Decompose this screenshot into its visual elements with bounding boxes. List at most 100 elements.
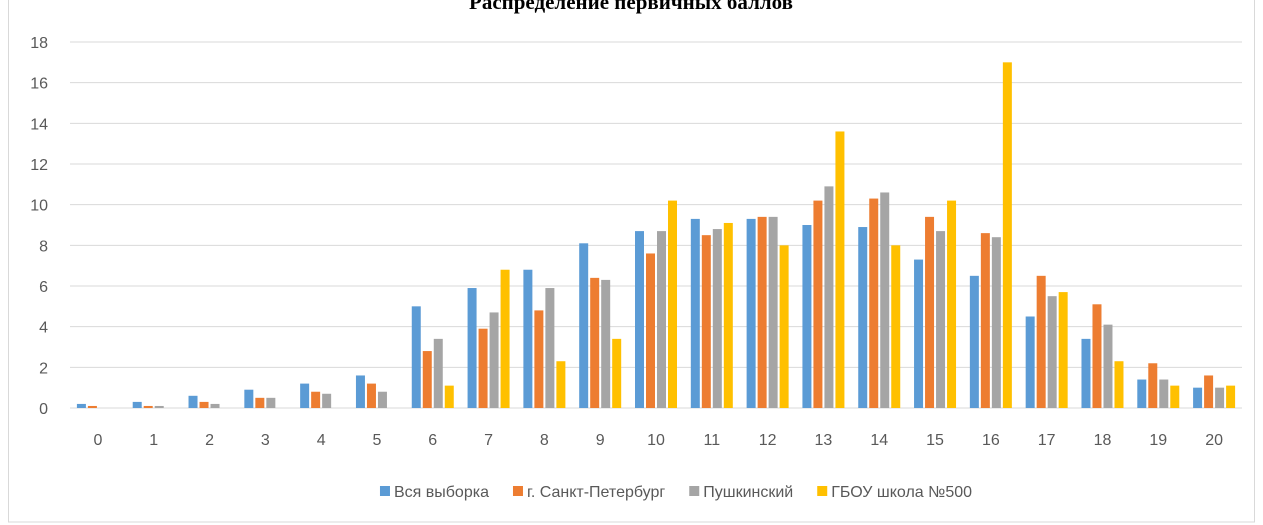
bar: [311, 391, 321, 408]
bar: [991, 237, 1001, 408]
y-tick-label: 18: [30, 35, 48, 52]
x-tick-label: 14: [870, 432, 888, 449]
bar: [467, 288, 477, 408]
bar: [802, 225, 812, 408]
legend-swatch: [817, 486, 828, 496]
y-tick-label: 0: [39, 401, 48, 418]
x-tick-label: 15: [926, 432, 944, 449]
bar: [244, 389, 254, 408]
bar: [444, 385, 454, 408]
x-tick-label: 20: [1205, 432, 1223, 449]
bar: [266, 397, 276, 408]
y-tick-label: 14: [30, 116, 48, 133]
bar: [947, 200, 957, 408]
x-tick-label: 11: [704, 432, 721, 449]
x-tick-label: 12: [759, 432, 777, 449]
x-tick-label: 19: [1149, 432, 1167, 449]
y-tick-label: 12: [30, 157, 48, 174]
bar: [87, 405, 97, 408]
bar: [1025, 316, 1035, 408]
y-tick-label: 6: [39, 279, 48, 296]
y-tick-label: 16: [30, 76, 48, 93]
bar: [668, 200, 677, 408]
bar: [545, 288, 555, 408]
x-tick-label: 7: [484, 432, 493, 449]
bar: [411, 306, 421, 408]
bar: [355, 375, 365, 408]
bar: [366, 383, 376, 408]
bar: [969, 275, 979, 408]
bar: [1002, 62, 1012, 408]
bar: [1170, 385, 1180, 408]
x-tick-label: 6: [428, 432, 437, 449]
bar: [690, 218, 700, 408]
bar: [322, 393, 332, 408]
chart-title: Распределение первичных баллов: [469, 0, 793, 14]
bar: [556, 361, 566, 408]
bar: [1137, 379, 1147, 408]
bar: [143, 405, 153, 408]
bar: [579, 243, 589, 408]
bar: [76, 403, 86, 408]
bar: [300, 383, 310, 408]
bar: [188, 395, 198, 408]
x-tick-label: 4: [317, 432, 326, 449]
bar: [1159, 379, 1169, 408]
bar: [779, 245, 789, 408]
bar: [925, 216, 935, 408]
bar: [523, 269, 533, 408]
bar: [824, 186, 834, 408]
y-tick-label: 10: [30, 198, 48, 215]
legend-label: ГБОУ школа №500: [831, 484, 972, 501]
bar: [422, 351, 432, 408]
bar: [478, 328, 488, 408]
legend-label: Вся выборка: [394, 484, 489, 501]
x-tick-label: 2: [205, 432, 214, 449]
x-tick-label: 3: [261, 432, 270, 449]
y-tick-label: 4: [39, 320, 48, 337]
bar: [590, 277, 600, 408]
bar: [489, 312, 499, 408]
legend-swatch: [689, 486, 700, 496]
bar: [657, 231, 666, 408]
x-tick-label: 1: [149, 432, 158, 449]
bar: [132, 401, 142, 408]
y-tick-label: 2: [39, 360, 48, 377]
bar: [701, 235, 711, 408]
bar: [746, 218, 756, 408]
x-tick-label: 5: [372, 432, 381, 449]
bar: [835, 131, 845, 408]
bar: [1103, 324, 1113, 408]
bar: [534, 310, 544, 408]
bar: [500, 269, 510, 408]
bar: [1047, 296, 1057, 408]
legend-label: г. Санкт-Петербург: [527, 484, 665, 501]
bar: [858, 227, 868, 408]
bar: [980, 233, 990, 408]
x-tick-label: 13: [815, 432, 833, 449]
bar: [1215, 387, 1225, 408]
bar: [813, 200, 823, 408]
x-tick-label: 18: [1094, 432, 1112, 449]
x-tick-label: 17: [1038, 432, 1056, 449]
x-tick-label: 0: [93, 432, 102, 449]
bar: [712, 229, 722, 408]
bar: [723, 222, 733, 408]
x-tick-label: 9: [596, 432, 605, 449]
bar: [1058, 292, 1068, 408]
bar: [757, 216, 767, 408]
bar: [1226, 385, 1236, 408]
x-tick-label: 10: [647, 432, 665, 449]
bar: [255, 397, 265, 408]
bar: [914, 259, 924, 408]
bar: [1092, 304, 1102, 408]
bar: [199, 401, 209, 408]
bar: [1193, 387, 1203, 408]
bar: [768, 216, 778, 408]
legend-label: Пушкинский: [703, 484, 793, 501]
legend-swatch: [379, 486, 390, 496]
bar: [154, 405, 164, 408]
bar: [612, 338, 622, 408]
chart-frame: [8, 0, 1255, 523]
x-tick-label: 16: [982, 432, 1000, 449]
